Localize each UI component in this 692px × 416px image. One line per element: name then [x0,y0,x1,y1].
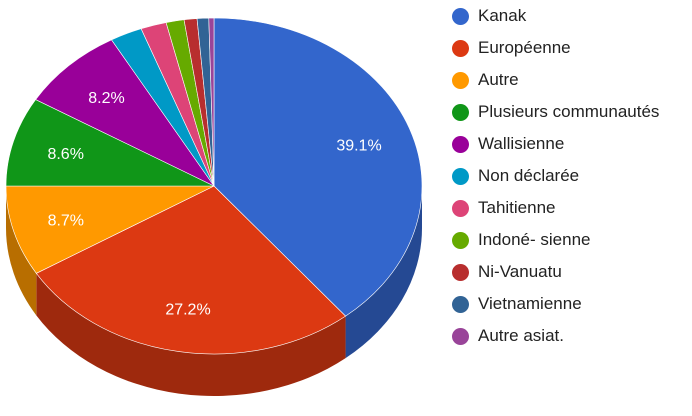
legend-label: Autre [478,70,519,89]
legend-label: Non déclarée [478,166,580,185]
legend-swatch-icon [452,263,469,281]
legend-swatch-icon [452,103,469,121]
legend-swatch-icon [452,167,469,185]
slice-label-wallisienne: 8.2% [88,90,124,107]
legend-item-ni-vanuatu[interactable]: Ni-Vanuatu [452,256,659,288]
legend-item-tahitienne[interactable]: Tahitienne [452,192,659,224]
legend-label: Autre asiat. [478,326,564,345]
pie-chart: 39.1% 27.2% 8.7% 8.6% 8.2% [5,17,423,396]
pie-slice-wallisienne[interactable] [35,39,215,187]
slice-label-europeenne: 27.2% [165,302,210,319]
legend-item-autre-asiat[interactable]: Autre asiat. [452,320,659,352]
legend-item-non-declaree[interactable]: Non déclarée [452,160,659,192]
pie-side-kanak [345,186,423,359]
legend-swatch-icon [452,199,469,217]
legend-label: Kanak [478,6,527,25]
legend-item-wallisienne[interactable]: Wallisienne [452,128,659,160]
legend-item-vietnamienne[interactable]: Vietnamienne [452,288,659,320]
pie-slice-europeenne[interactable] [35,185,347,355]
slice-label-kanak: 39.1% [336,137,381,154]
legend-label: Plusieurs communautés [478,102,660,121]
legend-item-indone-sienne[interactable]: Indoné- sienne [452,224,659,256]
legend-swatch-icon [452,327,469,345]
pie-slices [5,17,423,355]
slice-labels: 39.1% 27.2% 8.7% 8.6% 8.2% [47,90,381,319]
pie-slice-autre-asiat[interactable] [208,17,215,187]
legend-swatch-icon [452,39,469,57]
legend-swatch-icon [452,71,469,89]
pie-slice-kanak[interactable] [213,17,423,317]
legend-swatch-icon [452,135,469,153]
pie-side-europeenne [36,273,346,396]
pie-slice-autre[interactable] [5,185,215,274]
legend-label: Ni-Vanuatu [478,262,562,281]
legend-item-europeenne[interactable]: Européenne [452,32,659,64]
pie-slice-plusieurs-communautes[interactable] [5,99,215,187]
legend-item-plusieurs-communautes[interactable]: Plusieurs communautés [452,96,659,128]
pie-sides [5,186,423,396]
legend-item-autre[interactable]: Autre [452,64,659,96]
legend-label: Européenne [478,38,571,57]
legend-label: Wallisienne [478,134,565,153]
legend-label: Vietnamienne [478,294,582,313]
slice-label-autre: 8.7% [48,213,84,230]
legend-swatch-icon [452,295,469,313]
legend: Kanak Européenne Autre Plusieurs communauté… [452,0,659,352]
pie-side-autre [5,186,37,316]
legend-label: Indoné- sienne [478,230,591,249]
legend-label: Tahitienne [478,198,556,217]
slice-label-plusieurs-communautes: 8.6% [47,146,83,163]
legend-swatch-icon [452,231,469,249]
legend-swatch-icon [452,7,469,25]
legend-item-kanak[interactable]: Kanak [452,0,659,32]
